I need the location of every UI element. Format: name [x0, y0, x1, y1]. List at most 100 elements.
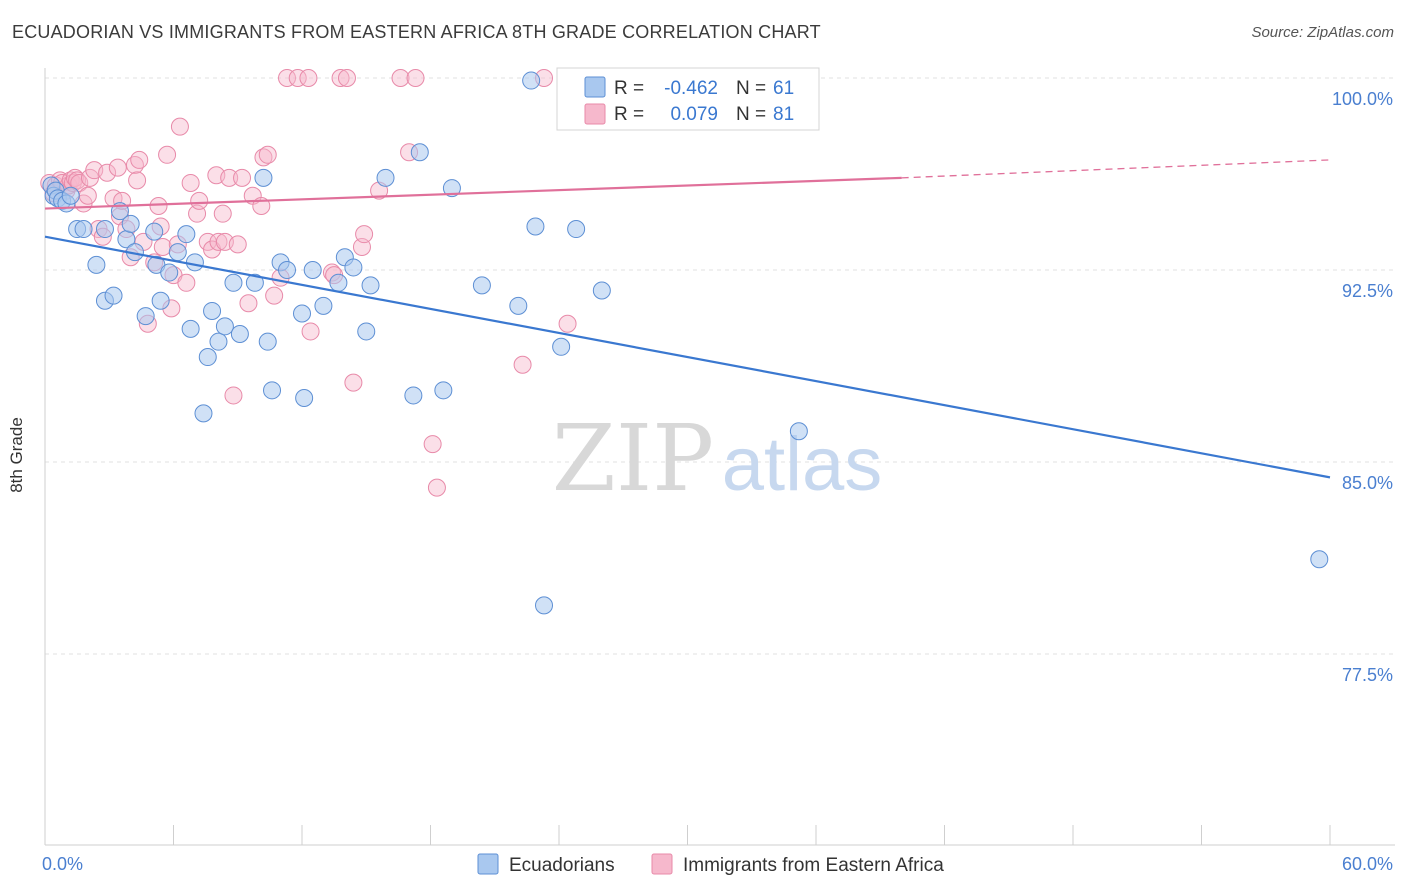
ecuadorians-point — [121, 214, 140, 233]
immigrants-point — [220, 168, 239, 187]
stats-n-value-blue: 61 — [773, 78, 794, 99]
ecuadorians-point — [376, 168, 395, 187]
trend-lines — [44, 159, 1331, 479]
ecuadorians-point — [357, 322, 376, 341]
series-ecuadorians-points — [42, 71, 1329, 615]
immigrants-point — [427, 478, 446, 497]
stats-swatch-pink — [584, 103, 606, 125]
y-tick-label: 92.5% — [1342, 281, 1393, 301]
stats-n-value-pink: 81 — [773, 104, 794, 125]
immigrants-point — [558, 314, 577, 333]
ecuadorians-point — [329, 273, 348, 292]
immigrants-point — [153, 237, 172, 256]
immigrants-trend-line — [44, 176, 902, 210]
ecuadorians-point — [254, 168, 273, 187]
tick-labels: 100.0% 92.5% 85.0% 77.5% 0.0% 60.0% — [42, 89, 1393, 874]
ecuadorians-point — [522, 71, 541, 90]
stats-r-label-blue: R = — [614, 78, 644, 99]
ecuadorians-point — [361, 276, 380, 295]
ecuadorians-point — [263, 381, 282, 400]
ecuadorians-point — [442, 179, 461, 198]
ecuadorians-point — [177, 225, 196, 244]
ecuadorians-point — [526, 217, 545, 236]
ecuadorians-point — [1310, 550, 1329, 569]
series-legend: Ecuadorians Immigrants from Eastern Afri… — [477, 853, 944, 876]
immigrants-point — [177, 273, 196, 292]
x-tick-label: 60.0% — [1342, 854, 1393, 874]
ecuadorians-point — [185, 253, 204, 272]
y-tick-label: 100.0% — [1332, 89, 1393, 109]
immigrants-point — [355, 225, 374, 244]
ecuadorians-point — [314, 296, 333, 315]
ecuadorians-point — [789, 422, 808, 441]
immigrants-point — [278, 69, 297, 87]
immigrants-point — [181, 173, 200, 192]
watermark: ZIP atlas — [552, 405, 882, 512]
immigrants-point — [301, 322, 320, 341]
ecuadorians-point — [61, 186, 80, 205]
ecuadorians-point — [410, 143, 429, 162]
ecuadorians-point — [592, 281, 611, 300]
watermark-zip: ZIP — [552, 405, 714, 512]
ecuadorians-trend-line — [44, 235, 1331, 479]
ecuadorians-point — [87, 255, 106, 274]
immigrants-point — [149, 197, 168, 215]
immigrants-point — [170, 117, 189, 136]
ecuadorians-point — [509, 296, 528, 315]
stats-r-value-blue: -0.462 — [664, 78, 718, 99]
ecuadorians-point — [181, 319, 200, 338]
ecuadorians-point — [168, 243, 187, 262]
immigrants-point — [98, 163, 117, 182]
x-tick-label: 0.0% — [42, 854, 83, 874]
ecuadorians-point — [145, 222, 164, 241]
ecuadorians-point — [434, 381, 453, 400]
immigrants-point — [224, 386, 243, 405]
ecuadorians-point — [295, 389, 314, 407]
immigrants-point — [331, 69, 350, 87]
immigrants-point — [78, 186, 97, 205]
stats-r-value-pink: 0.079 — [670, 104, 718, 125]
ecuadorians-point — [245, 273, 264, 292]
ecuadorians-point — [552, 337, 571, 356]
stats-r-label-pink: R = — [614, 104, 644, 125]
ecuadorians-point — [203, 301, 222, 320]
ecuadorians-point — [258, 332, 277, 351]
ecuadorians-point — [293, 304, 311, 323]
stats-legend: R = -0.462 N = 61 R = 0.079 N = 81 — [556, 67, 820, 131]
ecuadorians-point — [535, 596, 554, 615]
immigrants-point — [128, 171, 147, 190]
immigrants-point — [108, 158, 127, 177]
chart-title: ECUADORIAN VS IMMIGRANTS FROM EASTERN AF… — [12, 22, 821, 42]
ecuadorians-point — [198, 348, 217, 367]
immigrants-point — [158, 145, 177, 164]
ecuadorians-point — [104, 286, 123, 305]
ecuadorians-point — [472, 276, 491, 295]
y-tick-label: 85.0% — [1342, 473, 1393, 493]
immigrants-point — [406, 69, 425, 87]
ecuadorians-point — [95, 220, 114, 239]
immigrants-point — [344, 373, 363, 392]
immigrants-point — [288, 69, 307, 87]
legend-label-immigrants: Immigrants from Eastern Africa — [683, 855, 944, 876]
ecuadorians-point — [344, 258, 363, 277]
immigrants-point — [70, 173, 89, 192]
immigrants-point — [209, 232, 228, 251]
ecuadorians-point — [215, 317, 234, 336]
y-tick-label: 77.5% — [1342, 665, 1393, 685]
ecuadorians-point — [567, 220, 586, 239]
ecuadorians-point — [404, 386, 423, 405]
legend-swatch-ecuadorians — [477, 853, 499, 875]
immigrants-point — [130, 150, 149, 169]
immigrants-point — [213, 204, 232, 223]
immigrants-point — [190, 191, 209, 210]
immigrants-point — [239, 294, 258, 313]
immigrants-point — [228, 235, 247, 254]
immigrants-point — [423, 435, 442, 454]
ecuadorians-point — [209, 332, 228, 351]
immigrants-point — [513, 355, 532, 374]
immigrants-point — [265, 286, 284, 305]
grid-lines — [45, 77, 1395, 655]
ecuadorians-point — [278, 261, 297, 279]
immigrants-point — [299, 69, 318, 87]
